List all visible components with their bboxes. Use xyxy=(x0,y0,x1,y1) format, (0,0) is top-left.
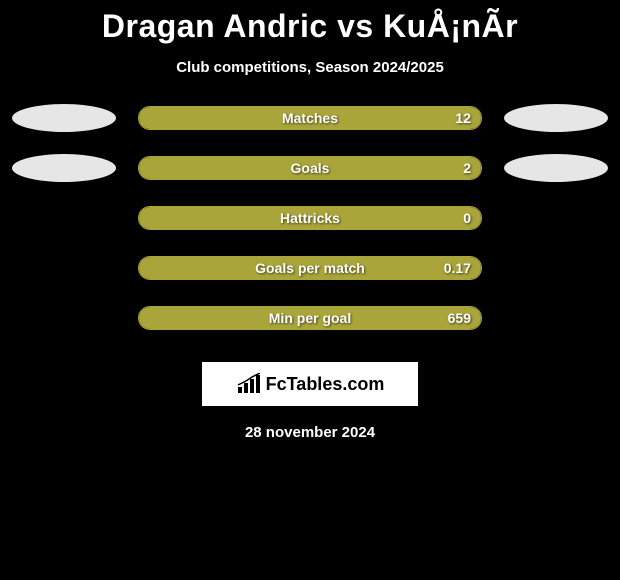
ellipse-placeholder xyxy=(12,204,116,232)
stat-row: Matches 12 xyxy=(0,104,620,132)
stats-rows: Matches 12 Goals 2 Hattricks 0 Goals per match… xyxy=(0,104,620,332)
stat-row: Min per goal 659 xyxy=(0,304,620,332)
ellipse-placeholder xyxy=(504,254,608,282)
stat-label: Goals per match xyxy=(255,260,365,276)
ellipse-placeholder xyxy=(504,204,608,232)
stat-bar: Goals 2 xyxy=(138,156,482,180)
page-title: Dragan Andric vs KuÅ¡nÃ­r xyxy=(0,8,620,45)
stat-value-right: 0.17 xyxy=(444,260,471,276)
stat-label: Goals xyxy=(291,160,330,176)
stat-value-right: 12 xyxy=(455,110,471,126)
player-left-ellipse xyxy=(12,104,116,132)
stat-bar: Matches 12 xyxy=(138,106,482,130)
stat-row: Goals 2 xyxy=(0,154,620,182)
stat-row: Goals per match 0.17 xyxy=(0,254,620,282)
branding-text: FcTables.com xyxy=(266,374,385,395)
stat-value-right: 0 xyxy=(463,210,471,226)
stat-bar: Hattricks 0 xyxy=(138,206,482,230)
player-left-ellipse xyxy=(12,154,116,182)
ellipse-placeholder xyxy=(504,304,608,332)
page-subtitle: Club competitions, Season 2024/2025 xyxy=(0,59,620,76)
stat-bar: Goals per match 0.17 xyxy=(138,256,482,280)
stat-label: Min per goal xyxy=(269,310,351,326)
ellipse-placeholder xyxy=(12,254,116,282)
branding-badge: FcTables.com xyxy=(202,362,418,406)
date-label: 28 november 2024 xyxy=(0,424,620,441)
stat-value-right: 659 xyxy=(448,310,471,326)
stat-label: Hattricks xyxy=(280,210,340,226)
stat-value-right: 2 xyxy=(463,160,471,176)
player-right-ellipse xyxy=(504,154,608,182)
bar-chart-icon xyxy=(236,373,262,395)
stat-label: Matches xyxy=(282,110,338,126)
stat-bar: Min per goal 659 xyxy=(138,306,482,330)
ellipse-placeholder xyxy=(12,304,116,332)
stats-comparison-panel: Dragan Andric vs KuÅ¡nÃ­r Club competiti… xyxy=(0,0,620,441)
player-right-ellipse xyxy=(504,104,608,132)
stat-row: Hattricks 0 xyxy=(0,204,620,232)
